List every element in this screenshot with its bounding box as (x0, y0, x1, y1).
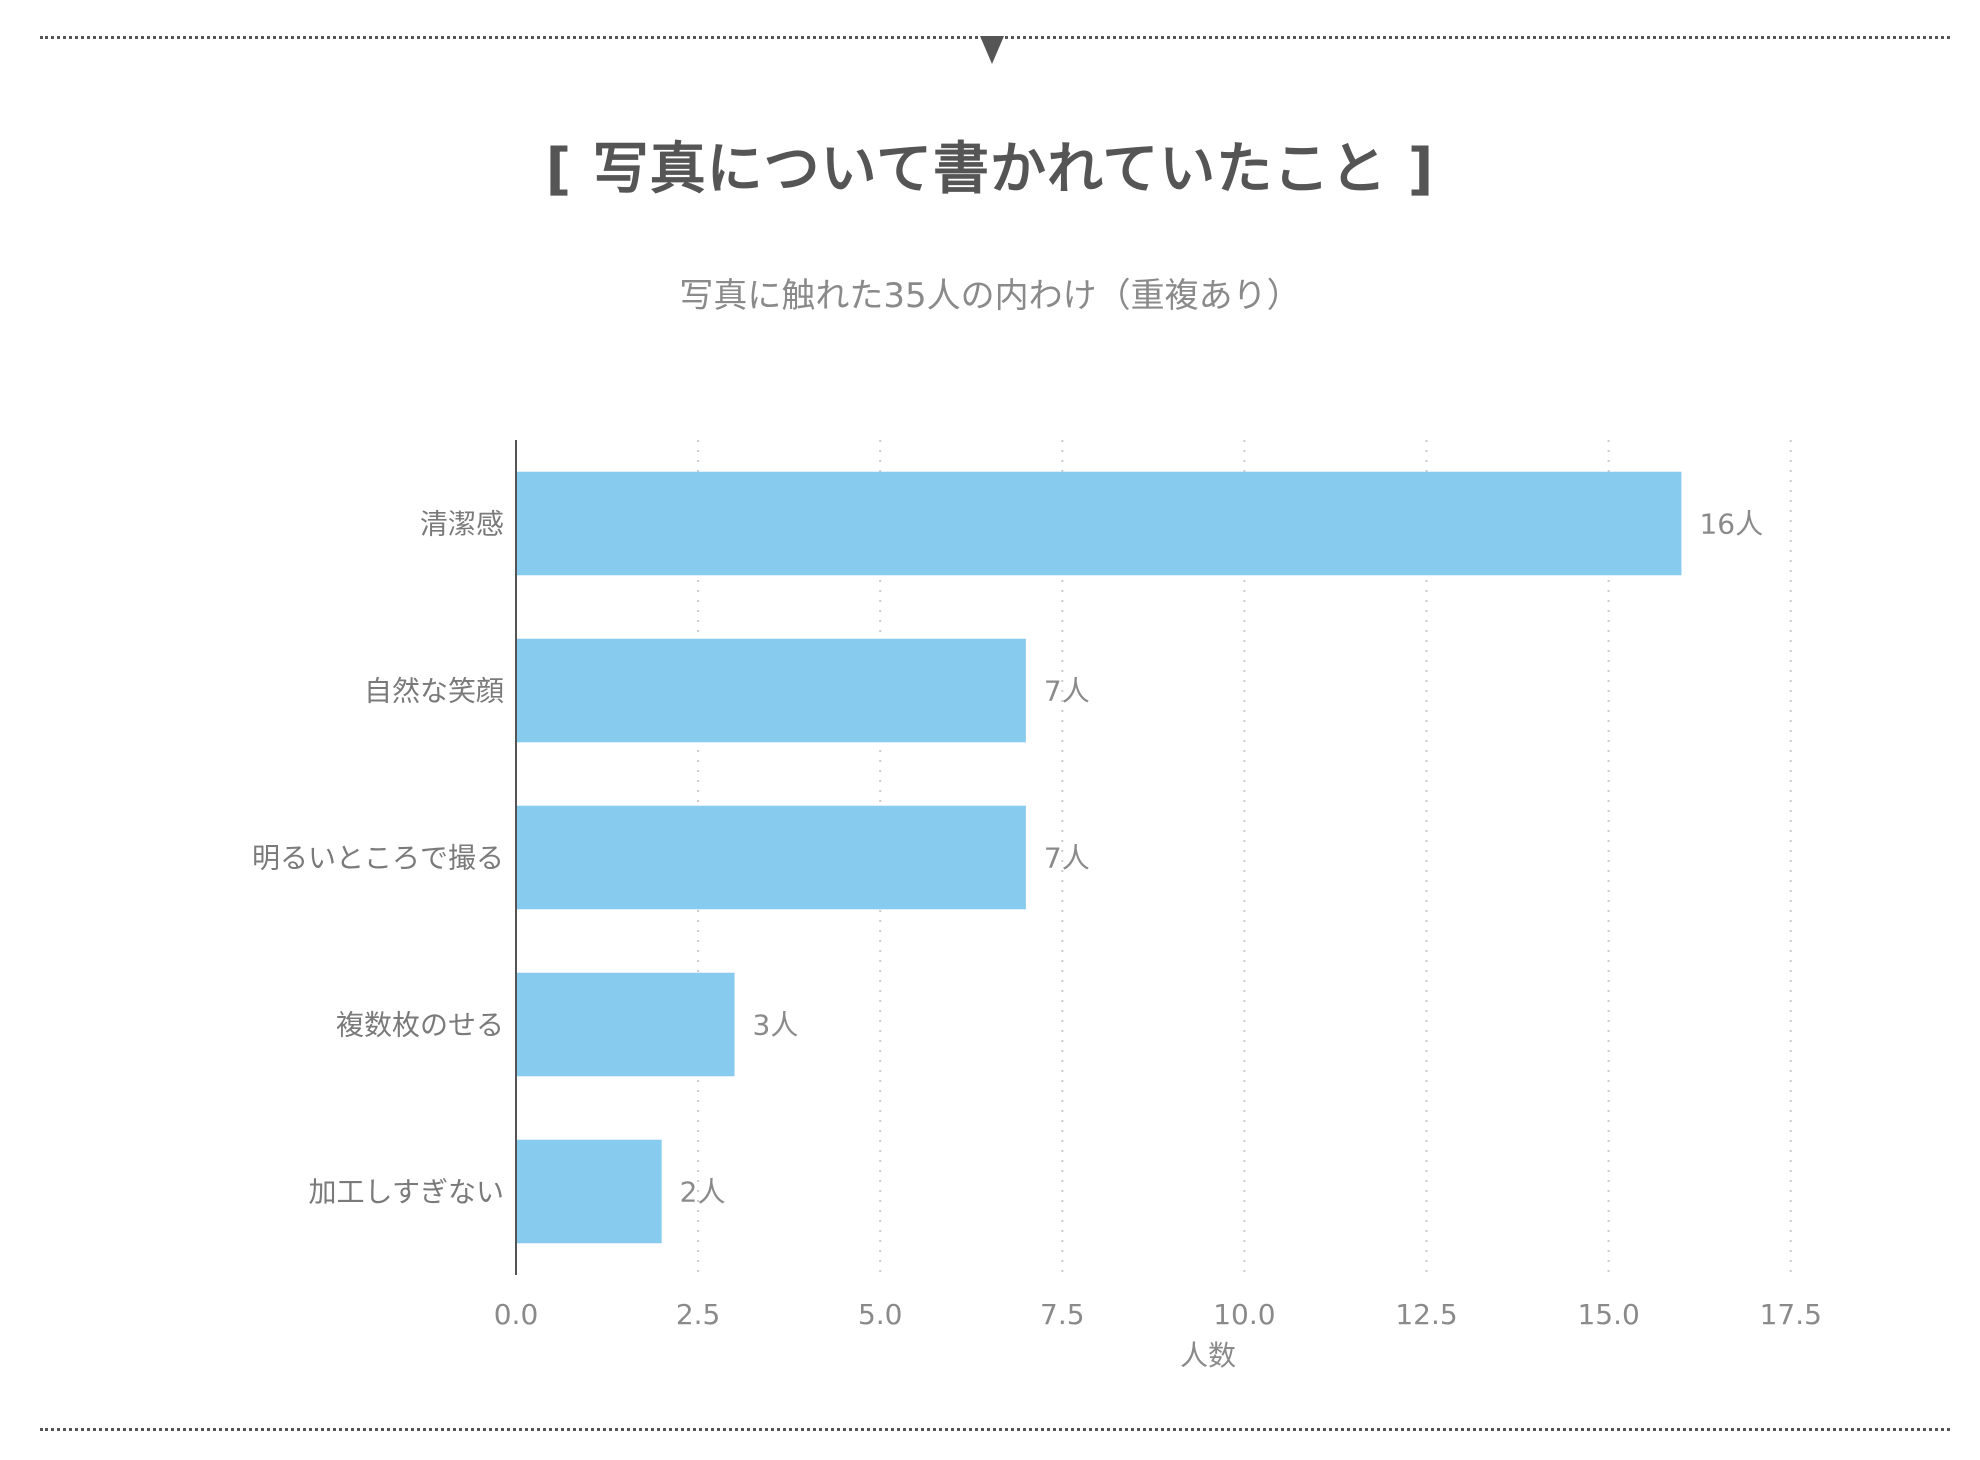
bar (516, 805, 1026, 910)
data-label: 7人 (1044, 842, 1090, 875)
x-tick-label: 5.0 (858, 1298, 903, 1331)
category-label: 明るいところで撮る (252, 842, 504, 875)
x-tick-label: 10.0 (1213, 1298, 1275, 1331)
category-label: 加工しすぎない (309, 1176, 504, 1209)
data-label: 7人 (1044, 675, 1090, 708)
x-tick-label: 17.5 (1760, 1298, 1822, 1331)
category-label: 自然な笑顔 (364, 675, 504, 708)
bar (516, 1139, 662, 1244)
x-tick-label: 0.0 (494, 1298, 539, 1331)
data-label: 3人 (753, 1009, 799, 1042)
x-tick-label: 2.5 (676, 1298, 721, 1331)
category-label: 清潔感 (420, 508, 504, 541)
bar (516, 972, 735, 1077)
bottom-divider (40, 1428, 1950, 1431)
bar (516, 638, 1026, 743)
bar (516, 471, 1682, 576)
x-axis-title: 人数 (1180, 1339, 1236, 1372)
x-tick-label: 7.5 (1040, 1298, 1085, 1331)
category-label: 複数枚のせる (336, 1009, 504, 1042)
x-tick-label: 15.0 (1577, 1298, 1639, 1331)
data-label: 2人 (680, 1176, 726, 1209)
x-tick-label: 12.5 (1395, 1298, 1457, 1331)
down-triangle-icon (980, 36, 1004, 64)
chart-subtitle: 写真に触れた35人の内わけ（重複あり） (679, 276, 1301, 316)
data-label: 16人 (1699, 508, 1763, 541)
chart-title: [ 写真について書かれていたこと ] (545, 137, 1435, 202)
